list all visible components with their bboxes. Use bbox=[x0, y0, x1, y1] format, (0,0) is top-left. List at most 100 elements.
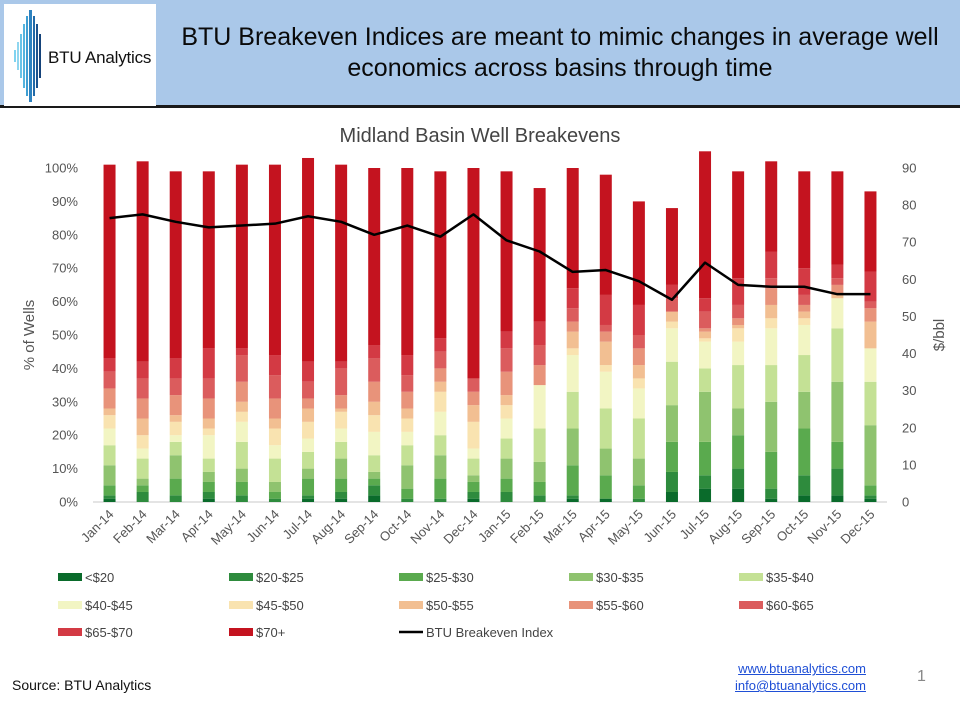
bar-segment bbox=[566, 288, 579, 309]
x-tick-label: Nov-15 bbox=[804, 507, 844, 547]
bar-segment bbox=[434, 478, 447, 499]
bar-segment bbox=[103, 358, 116, 372]
bar-segment bbox=[632, 335, 645, 349]
bar-segment bbox=[798, 318, 811, 325]
bar-segment bbox=[765, 401, 778, 452]
bar-segment bbox=[699, 391, 712, 442]
bar-segment bbox=[732, 171, 745, 279]
bar-segment bbox=[235, 495, 248, 502]
bar-segment bbox=[632, 485, 645, 499]
bar-segment bbox=[533, 321, 546, 346]
legend-swatch bbox=[569, 573, 593, 581]
bar-segment bbox=[533, 365, 546, 386]
bar-segment bbox=[632, 201, 645, 305]
bar-segment bbox=[103, 408, 116, 416]
bar-segment bbox=[103, 498, 116, 502]
bar-segment bbox=[699, 331, 712, 339]
bar-segment bbox=[202, 491, 215, 499]
bar-segment bbox=[467, 491, 480, 499]
bar-segment bbox=[302, 451, 315, 469]
contact-links: www.btuanalytics.com info@btuanalytics.c… bbox=[700, 660, 866, 694]
bar-segment bbox=[136, 458, 149, 479]
bar-segment bbox=[467, 391, 480, 406]
x-tick-label: Sep-15 bbox=[738, 507, 778, 547]
bar-segment bbox=[268, 398, 281, 419]
x-tick-label: Mar-14 bbox=[143, 507, 183, 547]
bar-segment bbox=[599, 331, 612, 342]
bar-segment bbox=[169, 495, 182, 502]
headline-line-2: economics across basins through time bbox=[347, 54, 773, 82]
bar-segment bbox=[103, 415, 116, 429]
bar-segment bbox=[202, 435, 215, 459]
bar-segment bbox=[136, 378, 149, 399]
bar-segment bbox=[732, 341, 745, 366]
bar-segment bbox=[169, 478, 182, 496]
bar-segment bbox=[368, 495, 381, 502]
bar-segment bbox=[202, 458, 215, 472]
bar-segment bbox=[169, 415, 182, 422]
bar-segment bbox=[401, 355, 414, 376]
bar-segment bbox=[268, 355, 281, 376]
bar-segment bbox=[599, 174, 612, 295]
bar-segment bbox=[798, 171, 811, 269]
legend-swatch bbox=[229, 601, 253, 609]
bar-segment bbox=[533, 188, 546, 322]
bar-segment bbox=[202, 428, 215, 436]
bar-segment bbox=[302, 381, 315, 399]
y2-tick-label: 50 bbox=[902, 309, 916, 324]
bar-segment bbox=[864, 271, 877, 302]
x-tick-label: Jan-14 bbox=[78, 507, 117, 546]
website-link[interactable]: www.btuanalytics.com bbox=[738, 661, 866, 676]
bar-segment bbox=[632, 304, 645, 335]
x-tick-label: Nov-14 bbox=[407, 507, 447, 547]
bar-segment bbox=[434, 171, 447, 339]
bar-segment bbox=[632, 365, 645, 379]
bar-segment bbox=[765, 278, 778, 289]
bar-segment bbox=[665, 208, 678, 285]
bar-segment bbox=[632, 348, 645, 366]
y2-tick-label: 40 bbox=[902, 346, 916, 361]
bar-segment bbox=[335, 441, 348, 459]
bar-segment bbox=[566, 465, 579, 496]
bar-segment bbox=[335, 428, 348, 442]
legend-label: $70+ bbox=[256, 625, 285, 640]
bar-segment bbox=[368, 415, 381, 432]
x-tick-label: Jun-15 bbox=[640, 507, 679, 546]
bar-segment bbox=[202, 348, 215, 379]
bar-segment bbox=[368, 431, 381, 456]
legend-label: $20-$25 bbox=[256, 570, 304, 585]
bar-segment bbox=[533, 345, 546, 366]
bar-segment bbox=[765, 488, 778, 499]
bar-segment bbox=[302, 408, 315, 422]
bar-segment bbox=[235, 164, 248, 349]
x-tick-label: Dec-15 bbox=[837, 507, 877, 547]
bar-segment bbox=[566, 321, 579, 332]
bar-segment bbox=[665, 298, 678, 312]
bar-segment bbox=[599, 371, 612, 409]
email-link[interactable]: info@btuanalytics.com bbox=[735, 678, 866, 693]
bar-segment bbox=[401, 168, 414, 356]
bar-segment bbox=[500, 331, 513, 349]
headline: BTU Breakeven Indices are meant to mimic… bbox=[165, 22, 955, 84]
bar-segment bbox=[566, 348, 579, 356]
y2-tick-label: 20 bbox=[902, 420, 916, 435]
bar-segment bbox=[765, 328, 778, 366]
bar-segment bbox=[798, 304, 811, 312]
bar-segment bbox=[566, 495, 579, 499]
breakeven-index-line bbox=[109, 213, 871, 301]
y-tick-label: 0% bbox=[59, 495, 78, 510]
bar-segment bbox=[268, 418, 281, 429]
bar-segment bbox=[699, 328, 712, 332]
bar-segment bbox=[368, 471, 381, 479]
bar-segment bbox=[235, 381, 248, 402]
headline-line-1: BTU Breakeven Indices are meant to mimic… bbox=[181, 23, 939, 51]
bar-segment bbox=[599, 365, 612, 372]
y-tick-label: 10% bbox=[52, 461, 78, 476]
bar-segment bbox=[401, 418, 414, 432]
bar-segment bbox=[368, 358, 381, 382]
bar-segment bbox=[235, 481, 248, 496]
bar-segment bbox=[500, 418, 513, 439]
bar-segment bbox=[136, 161, 149, 362]
y2-tick-label: 10 bbox=[902, 457, 916, 472]
y2-tick-label: 90 bbox=[902, 161, 916, 176]
